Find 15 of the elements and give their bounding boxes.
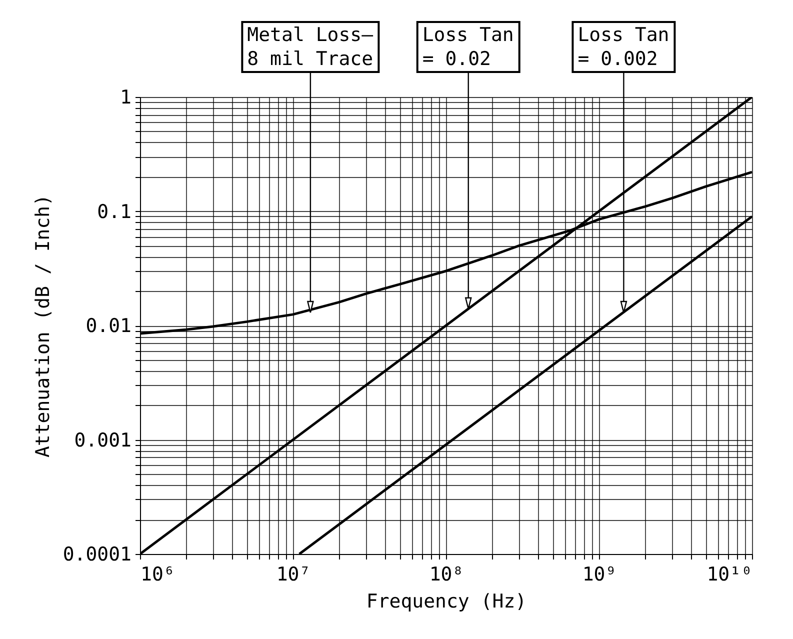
x-tick-label: 10¹⁰ — [706, 564, 752, 586]
y-tick-label: 0.01 — [86, 315, 132, 337]
x-tick-label: 10⁸ — [429, 564, 464, 586]
x-tick-label: 10⁷ — [276, 564, 311, 586]
annotation: Loss Tan = 0.002 — [578, 24, 670, 70]
x-tick-label: 10⁹ — [582, 564, 617, 586]
y-tick-label: 1 — [120, 86, 132, 108]
y-tick-label: 0.0001 — [62, 544, 132, 566]
annotation: Loss Tan = 0.02 — [422, 24, 514, 70]
annotation: Metal Loss– 8 mil Trace — [247, 24, 374, 70]
y-axis-title: Attenuation (dB / Inch) — [32, 194, 54, 458]
y-tick-label: 0.001 — [74, 429, 132, 452]
y-tick-label: 0.1 — [97, 200, 132, 223]
x-axis-title: Frequency (Hz) — [366, 590, 527, 612]
x-tick-label: 10⁶ — [140, 564, 175, 586]
